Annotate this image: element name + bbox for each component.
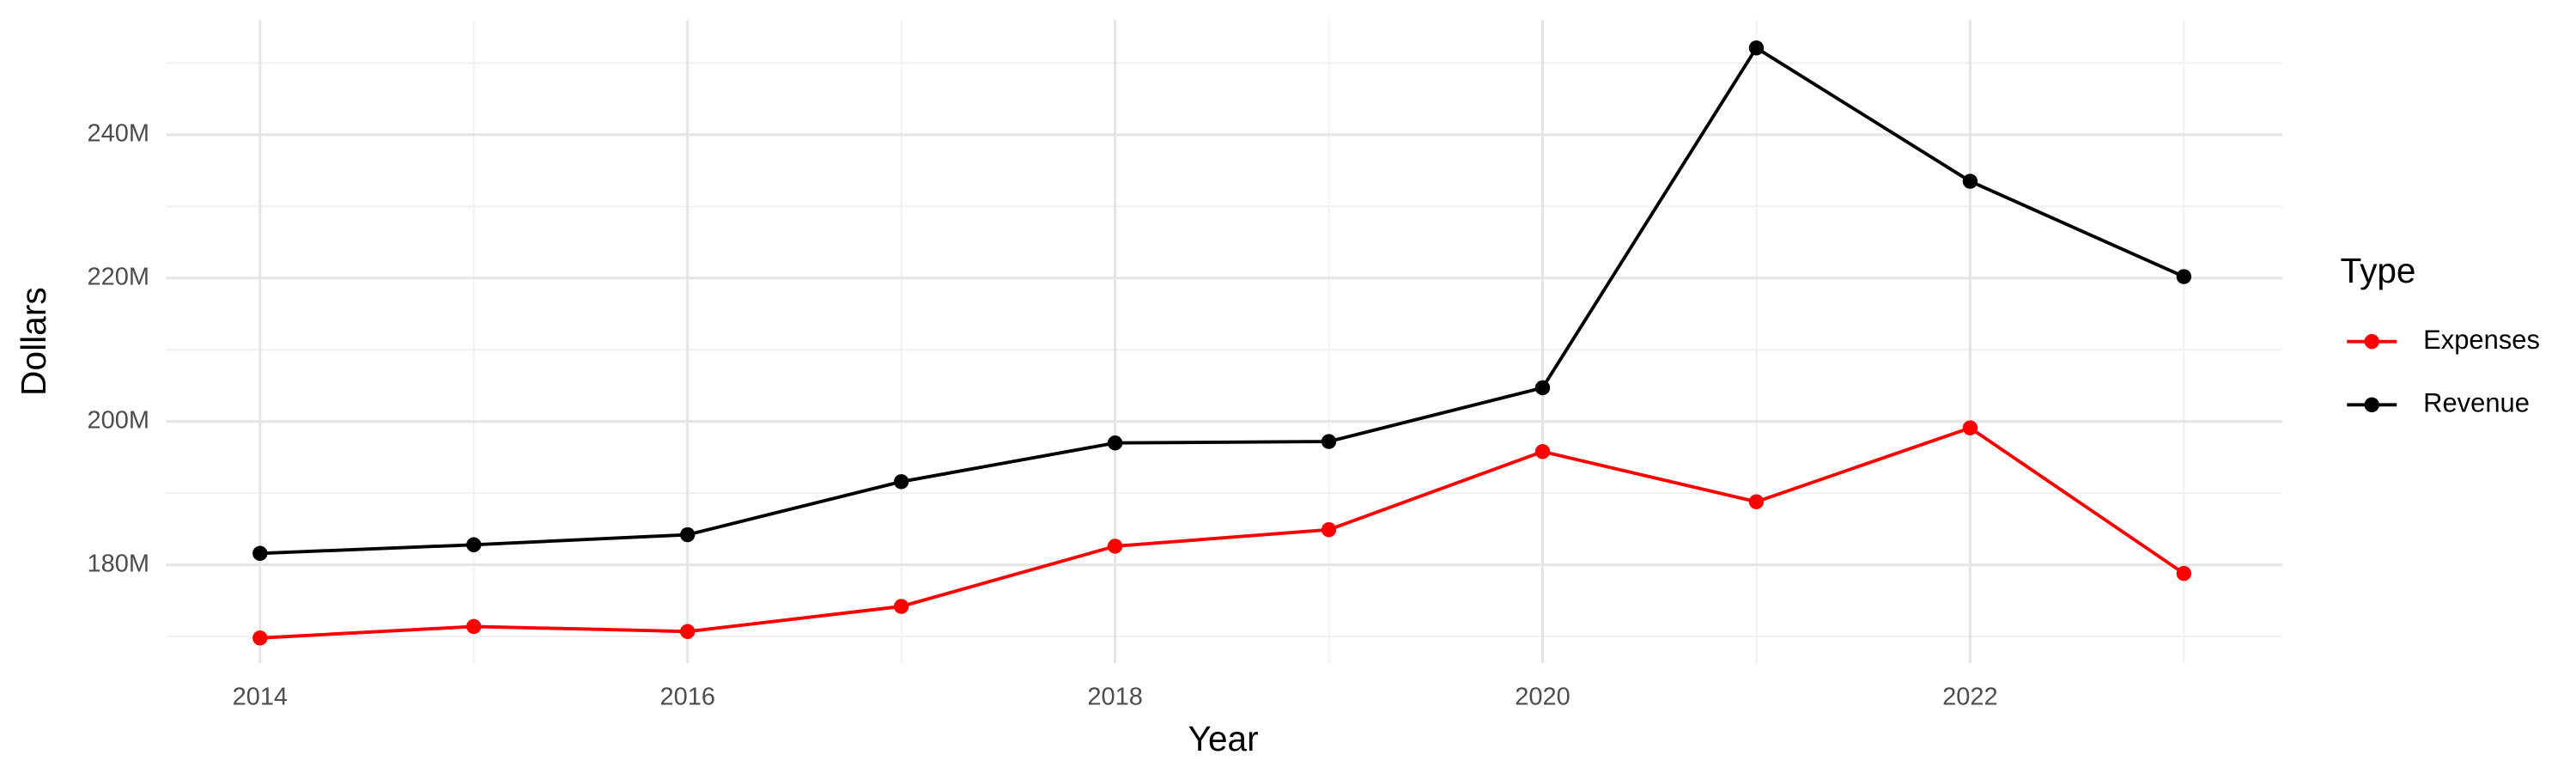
- data-point: [1962, 420, 1978, 435]
- x-tick-label: 2020: [1515, 683, 1570, 710]
- y-axis-title: Dollars: [14, 287, 53, 396]
- data-point: [2176, 565, 2192, 581]
- data-point: [680, 624, 696, 639]
- plot-area: [252, 40, 2192, 646]
- grid: 180M 200M 220M 240M 2014 2016 2018 2020 2022: [87, 20, 2282, 710]
- data-point: [466, 537, 482, 552]
- legend-label: Expenses: [2423, 325, 2540, 355]
- data-point: [893, 599, 909, 614]
- legend-key-point: [2364, 397, 2379, 413]
- data-point: [252, 545, 268, 562]
- data-point: [680, 526, 696, 543]
- data-point: [1107, 539, 1123, 554]
- data-point: [2176, 269, 2192, 284]
- x-axis-title: Year: [1188, 719, 1259, 758]
- legend: Type Expenses Revenue: [2341, 251, 2540, 418]
- y-tick-label: 180M: [87, 550, 149, 577]
- series-line: [259, 426, 2185, 640]
- y-tick-label: 240M: [87, 119, 149, 147]
- data-point: [1748, 494, 1765, 509]
- data-point: [466, 618, 482, 635]
- x-tick-label: 2022: [1942, 683, 1997, 710]
- data-point: [1321, 522, 1337, 538]
- data-point: [1962, 173, 1978, 189]
- legend-label: Revenue: [2423, 387, 2530, 417]
- data-point: [1534, 380, 1551, 396]
- y-tick-label: 220M: [87, 263, 149, 290]
- x-tick-label: 2016: [659, 683, 714, 710]
- x-tick-label: 2018: [1087, 683, 1142, 710]
- data-point: [1107, 435, 1123, 451]
- data-point: [893, 474, 909, 490]
- data-point: [252, 630, 268, 646]
- legend-key-point: [2364, 333, 2379, 350]
- x-tick-label: 2014: [233, 683, 288, 710]
- data-point: [1534, 444, 1551, 460]
- series-line: [259, 46, 2185, 556]
- data-point: [1748, 40, 1765, 56]
- y-tick-label: 200M: [87, 406, 149, 434]
- data-point: [1321, 434, 1337, 449]
- legend-title: Type: [2341, 251, 2416, 290]
